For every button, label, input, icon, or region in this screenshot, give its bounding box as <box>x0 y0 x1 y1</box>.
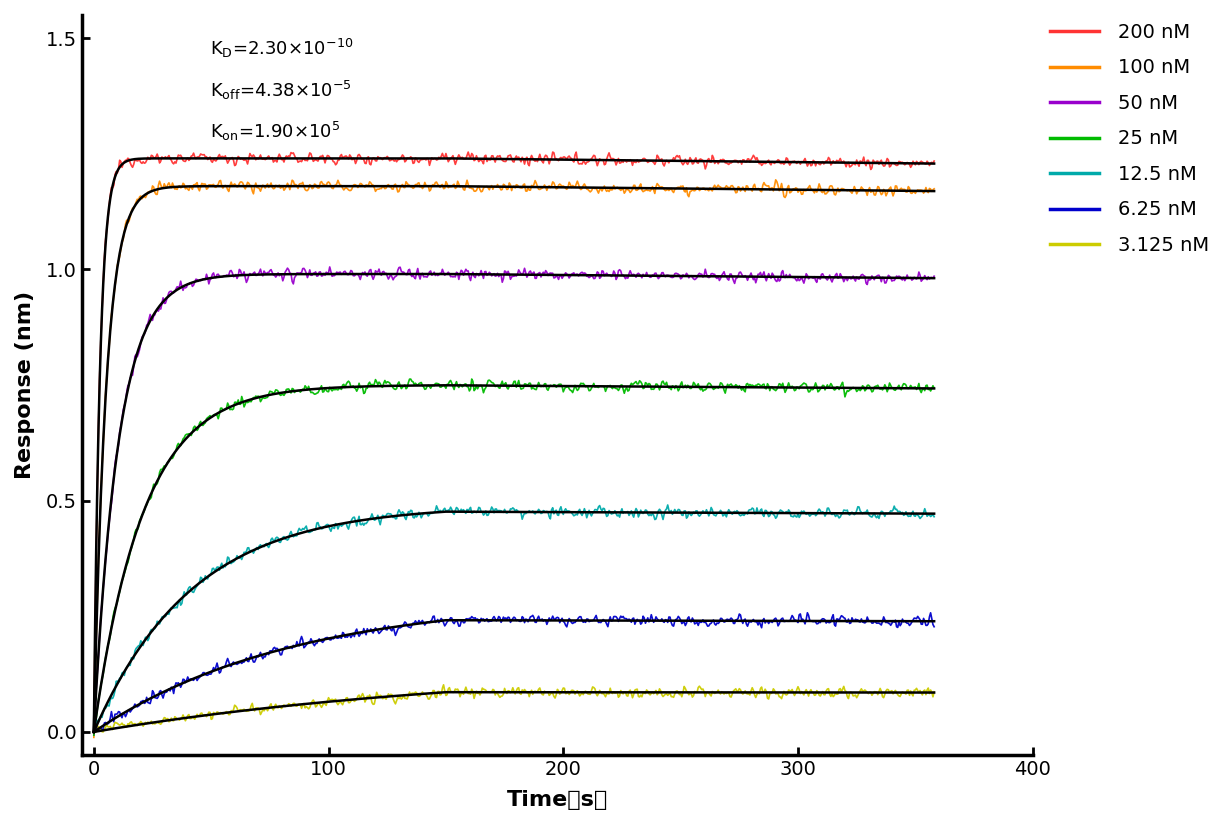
X-axis label: Time（s）: Time（s） <box>506 790 609 810</box>
Y-axis label: Response (nm): Response (nm) <box>15 291 34 479</box>
Legend: 200 nM, 100 nM, 50 nM, 25 nM, 12.5 nM, 6.25 nM, 3.125 nM: 200 nM, 100 nM, 50 nM, 25 nM, 12.5 nM, 6… <box>1042 15 1217 262</box>
Text: K$_{\rm D}$=2.30×10$^{-10}$
K$_{\rm off}$=4.38×10$^{-5}$
K$_{\rm on}$=1.90×10$^{: K$_{\rm D}$=2.30×10$^{-10}$ K$_{\rm off}… <box>211 37 354 143</box>
